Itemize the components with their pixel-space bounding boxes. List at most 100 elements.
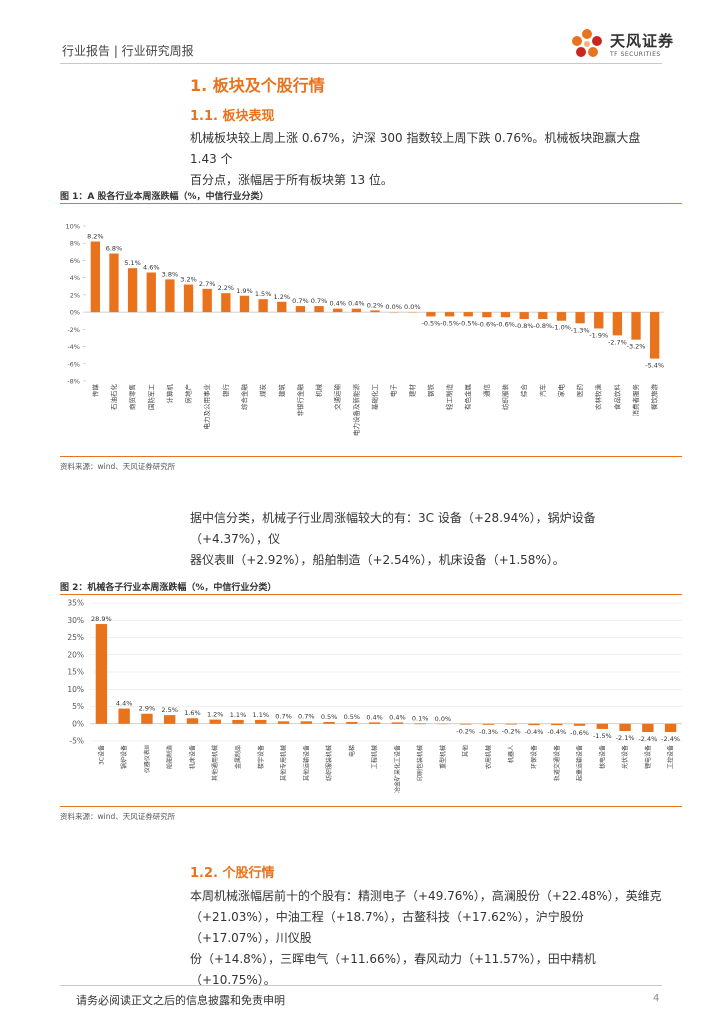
bar	[426, 312, 436, 317]
data-label: 0.1%	[412, 714, 429, 722]
y-tick-label: 20%	[67, 650, 84, 659]
data-label: 6.8%	[106, 245, 123, 253]
category-label: 楼宇设备	[257, 745, 265, 769]
y-tick-label: -5%	[69, 737, 84, 746]
y-tick-label: 0%	[72, 719, 84, 728]
paragraph-sector-performance: 机械板块较上周上涨 0.67%，沪深 300 指数较上周下跌 0.76%。机械板…	[190, 131, 641, 187]
data-label: 2.2%	[218, 284, 235, 292]
bar	[482, 312, 492, 318]
category-label: 其他	[462, 745, 470, 757]
data-label: -2.1%	[616, 734, 635, 742]
bar	[528, 723, 540, 726]
category-label: 国防军工	[146, 384, 155, 411]
bar	[232, 719, 244, 724]
category-label: 轻工制造	[445, 384, 454, 411]
disclaimer-text: 请务必阅读正文之后的信息披露和免责申明	[76, 994, 285, 1007]
category-label: 农林牧渔	[594, 384, 603, 411]
y-tick-label: 0%	[70, 309, 80, 317]
data-label: 28.9%	[91, 615, 112, 623]
bar	[551, 723, 563, 726]
category-label: 轨道交通设备	[553, 745, 561, 781]
category-label: 冶金矿采化工设备	[393, 745, 401, 793]
data-label: -0.6%	[477, 320, 496, 328]
y-tick-label: -6%	[67, 360, 80, 368]
bar	[391, 722, 404, 724]
data-label: 1.2%	[207, 711, 224, 719]
bar	[164, 715, 176, 724]
bar	[165, 279, 175, 313]
bar	[612, 312, 623, 336]
data-label: 1.1%	[253, 711, 270, 719]
subsection-title-stocks: 1.2. 个股行情	[190, 866, 275, 881]
data-label: -0.8%	[515, 322, 534, 330]
data-label: -0.2%	[502, 727, 521, 735]
bar	[370, 310, 380, 313]
bar	[333, 308, 343, 313]
y-tick-label: -2%	[67, 326, 80, 334]
data-label: 1.2%	[274, 293, 291, 301]
data-label: 3.2%	[180, 276, 197, 284]
category-label: 餐饮旅游	[650, 384, 659, 411]
category-label: 汽车	[538, 384, 547, 398]
data-label: 0.5%	[321, 713, 338, 721]
figure2-title: 图 2：机械各子行业本周涨跌幅（%，中信行业分类）	[60, 583, 277, 593]
category-label: 通信	[482, 384, 491, 398]
data-label: -0.4%	[547, 728, 566, 736]
y-tick-label: -4%	[67, 343, 80, 351]
category-label: 印刷包装机械	[416, 745, 424, 781]
data-label: 0.4%	[366, 713, 383, 721]
bar	[95, 624, 108, 724]
footer-divider	[60, 985, 662, 986]
y-tick-label: 5%	[72, 702, 84, 711]
paragraph-top-stocks: 本周机械涨幅居前十的个股有：精测电子（+49.76%），高澜股份（+22.48%…	[190, 889, 662, 987]
category-label: 非银行金融	[295, 384, 304, 417]
bar	[314, 306, 324, 313]
category-label: 食品饮料	[612, 384, 621, 411]
y-tick-label: 25%	[67, 633, 84, 642]
bar	[255, 719, 267, 724]
bar	[127, 268, 138, 313]
bar	[573, 723, 586, 726]
y-tick-label: 4%	[70, 274, 80, 282]
company-logo: 天风证券 TF SECURITIES	[566, 24, 676, 64]
bar	[538, 312, 548, 319]
category-label: 家电	[556, 384, 565, 398]
category-label: 建筑	[277, 384, 286, 398]
bar	[619, 723, 631, 731]
flower-logo-icon	[572, 29, 602, 57]
machinery-subsector-change-chart: 35% 30% 25% 20% 15% 10% 5% 0% -5% 28.9% 3C设备 4.4% 锅炉…	[67, 599, 682, 793]
data-label: 0.7%	[292, 297, 309, 305]
category-label: 消费者服务	[631, 384, 640, 417]
bar	[463, 312, 473, 317]
y-tick-label: -8%	[67, 378, 80, 386]
data-label: 0.0%	[435, 715, 452, 723]
bar	[277, 721, 290, 724]
data-label: 2.5%	[161, 706, 178, 714]
category-label: 石油石化	[109, 384, 118, 411]
bar	[239, 295, 250, 313]
subsection-title-sector: 1.1. 板块表现	[190, 109, 275, 124]
bar	[186, 718, 199, 724]
category-label: 机械	[314, 384, 323, 398]
bar	[650, 312, 660, 359]
y-tick-label: 10%	[66, 223, 80, 231]
category-label: 机床设备	[188, 745, 196, 769]
data-label: -3.2%	[627, 343, 646, 351]
section-title: 1. 板块及个股行情	[190, 76, 325, 95]
bar	[183, 284, 194, 313]
category-label: 起重运输设备	[576, 745, 584, 781]
category-label: 医药	[575, 384, 584, 398]
bar	[556, 312, 567, 321]
bar	[351, 308, 362, 313]
data-label: -0.2%	[456, 727, 475, 735]
y-tick-label: 30%	[67, 616, 84, 625]
category-label: 计算机	[165, 384, 174, 404]
category-label: 综合	[519, 384, 528, 398]
logo-name: 天风证券	[610, 32, 675, 50]
data-label: -0.5%	[459, 319, 478, 327]
category-label: 光伏设备	[621, 745, 629, 769]
data-label: 1.1%	[230, 711, 247, 719]
header-divider	[60, 63, 662, 64]
data-label: 0.7%	[311, 297, 328, 305]
figure1-source: 资料来源：wind、天风证券研究所	[60, 462, 176, 471]
